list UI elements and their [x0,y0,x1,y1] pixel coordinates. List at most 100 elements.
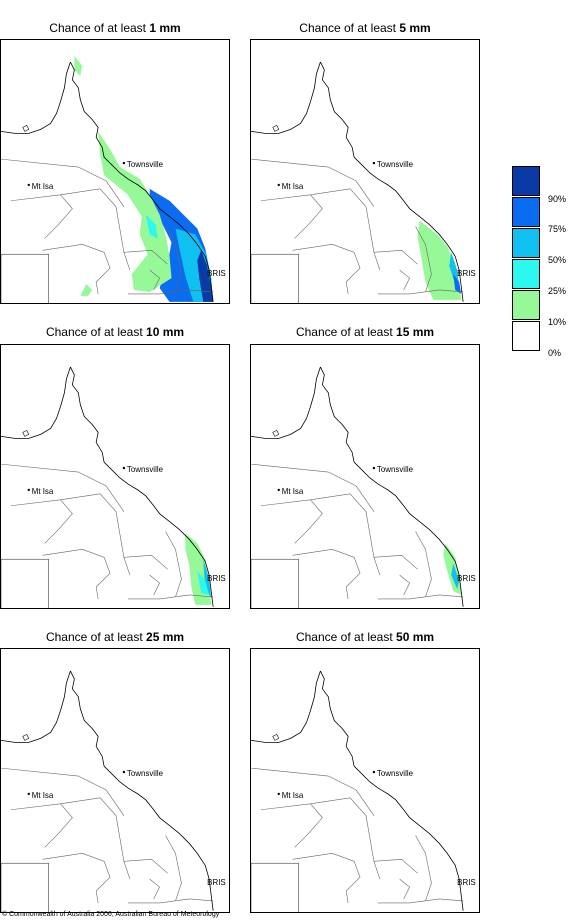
district-boundary [78,775,107,791]
townsville-label: Townsville [377,160,414,169]
queensland-map: Townsville Mt Isa BRIS [251,366,476,608]
mt-isa-marker [277,183,280,187]
legend-swatch-75 [512,197,540,227]
townsville-label: Townsville [127,160,164,169]
legend-label-75: 75% [548,224,567,234]
gulf-coastline [251,670,321,743]
legend-swatch-10 [512,290,540,320]
district-boundary [294,803,323,848]
rain-probability-region [80,284,93,296]
mt-isa-marker [27,792,30,796]
district-boundary [251,158,329,168]
district-boundary [399,269,410,291]
bris-label: BRIS [207,574,226,583]
district-boundary [345,557,361,599]
district-boundary [260,493,351,507]
district-boundary [373,555,418,570]
rain-probability-region [145,214,158,239]
district-boundary [328,775,357,791]
inset-box [251,253,299,303]
mt-isa-label: Mt Isa [32,182,54,191]
coastline [320,61,464,302]
map-15mm: Townsville Mt Isa BRIS [250,344,480,609]
townsville-marker [372,466,376,470]
mt-isa-marker [27,488,30,492]
district-boundary [399,574,410,596]
coastline [70,366,214,607]
queensland-map: Townsville Mt Isa BRIS [251,670,476,912]
district-boundary [44,194,73,239]
district-boundary [95,252,111,294]
district-boundary [415,835,432,902]
district-boundary [127,289,214,295]
district-boundary [44,803,73,848]
district-boundary [251,767,329,777]
townsville-label: Townsville [377,465,414,474]
panel-title-5mm: Chance of at least 5 mm [299,21,431,35]
legend-swatch-90 [512,166,540,196]
rain-probability-region [197,571,210,595]
copyright-notice: © Commonwealth of Australia 2006, Austra… [2,911,220,918]
rain-probability-region [453,274,462,294]
district-boundary [294,499,323,544]
district-boundary [78,471,107,487]
district-boundary [355,789,375,816]
district-boundary [10,188,101,202]
queensland-map: Townsville Mt Isa BRIS [1,366,226,608]
rain-probability-region [417,220,462,300]
island [22,125,30,132]
district-boundary [251,463,329,473]
legend-swatch-50 [512,228,540,258]
district-boundary [127,594,214,600]
district-boundary [355,485,375,512]
queensland-map: Townsville Mt Isa BRIS [1,56,226,303]
district-boundary [123,859,168,874]
townsville-marker [122,161,126,165]
district-boundary [99,493,131,576]
district-boundary [328,471,357,487]
coastline [320,366,464,607]
mt-isa-marker [27,183,30,187]
district-boundary [377,898,464,904]
map-5mm: Townsville Mt Isa BRIS [250,39,480,304]
island [272,430,280,437]
legend-label-50: 50% [548,255,567,265]
coastline [70,61,214,302]
queensland-map: Townsville Mt Isa BRIS [1,670,226,912]
district-boundary [415,531,432,598]
mt-isa-marker [277,488,280,492]
mt-isa-label: Mt Isa [32,487,54,496]
inset-box [1,558,49,608]
map-50mm: Townsville Mt Isa BRIS [250,648,480,913]
district-boundary [44,499,73,544]
district-boundary [105,485,125,512]
district-boundary [42,853,105,862]
mt-isa-label: Mt Isa [32,791,54,800]
district-boundary [123,555,168,570]
district-boundary [1,767,79,777]
district-boundary [149,269,160,291]
rain-probability-region [74,56,83,76]
district-boundary [127,898,214,904]
district-boundary [95,557,111,599]
district-boundary [149,574,160,596]
gulf-coastline [1,670,71,743]
district-boundary [294,194,323,239]
island [22,734,30,741]
map-10mm: Townsville Mt Isa BRIS [0,344,230,609]
legend-swatch-25 [512,259,540,289]
district-boundary [349,493,381,576]
legend-label-90: 90% [548,194,567,204]
district-boundary [165,226,182,293]
district-boundary [260,188,351,202]
panel-title-50mm: Chance of at least 50 mm [295,630,435,644]
gulf-coastline [251,366,321,439]
bris-label: BRIS [457,269,476,278]
island [22,430,30,437]
mt-isa-label: Mt Isa [282,791,304,800]
townsville-marker [122,466,126,470]
district-boundary [105,789,125,816]
bris-label: BRIS [457,574,476,583]
district-boundary [377,289,464,295]
panel-title-1mm: Chance of at least 1 mm [49,21,181,35]
